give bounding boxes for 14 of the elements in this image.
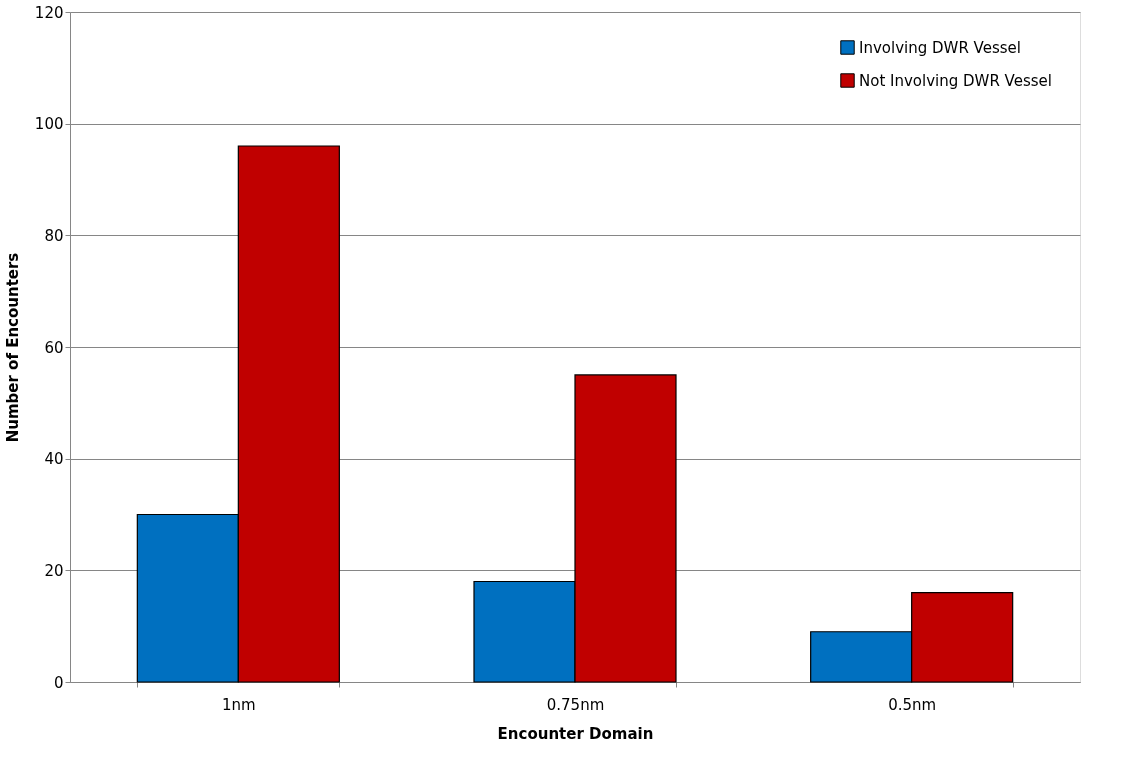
legend-label: Not Involving DWR Vessel — [859, 71, 1052, 90]
legend-label: Involving DWR Vessel — [859, 38, 1021, 57]
x-axis-title: Encounter Domain — [497, 724, 654, 743]
x-tick-label: 0.5nm — [888, 695, 937, 714]
y-tick-label: 120 — [34, 3, 64, 22]
y-tick-label: 100 — [34, 115, 64, 134]
x-tick-label: 0.75nm — [546, 695, 605, 714]
y-tick-label: 80 — [44, 226, 64, 245]
y-tick-label: 60 — [44, 338, 64, 357]
y-tick-label: 40 — [44, 450, 64, 469]
y-tick-label: 0 — [53, 673, 64, 692]
x-tick-label: 1nm — [222, 695, 256, 714]
y-axis-title: Number of Encounters — [3, 252, 22, 443]
y-tick-label: 20 — [44, 561, 64, 580]
